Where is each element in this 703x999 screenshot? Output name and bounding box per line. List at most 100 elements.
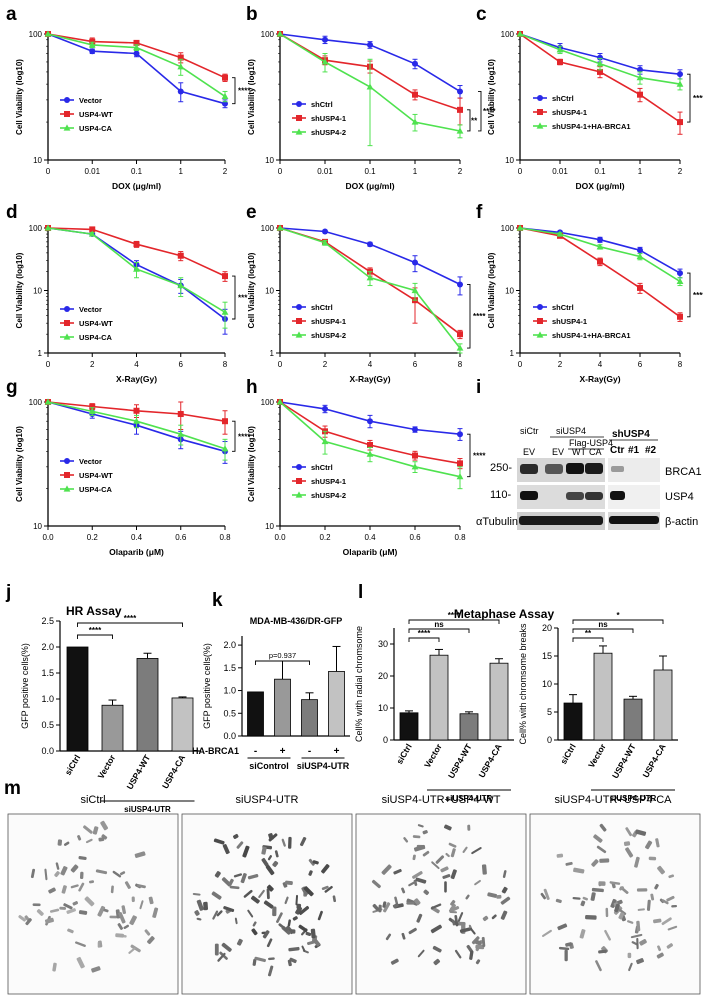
chromosome-mark	[196, 917, 202, 921]
x-tick-label: 8	[223, 360, 228, 369]
chromosome-mark	[152, 907, 159, 918]
significance-label: ****	[473, 451, 486, 460]
data-point-marker	[63, 485, 71, 492]
chromosome-mark	[454, 949, 462, 959]
data-point-marker	[637, 284, 643, 291]
metaphase-images-panel: siCtrl siUSP4-UTR siUSP4-UTR+USP4-WT siU…	[7, 794, 701, 995]
chromosome-mark	[75, 941, 86, 947]
chromosome-mark	[413, 898, 421, 906]
x-tick-label: 2	[90, 360, 95, 369]
y-axis-label: Cell Viability (log10)	[247, 59, 256, 135]
data-point-marker	[366, 83, 374, 90]
chromosome-mark	[491, 914, 497, 920]
chromosome-mark	[268, 833, 278, 842]
chromosome-mark	[671, 904, 678, 908]
chromosome-mark	[59, 906, 67, 910]
data-point-marker	[63, 124, 71, 131]
chromosome-mark	[657, 945, 662, 952]
chromosome-mark	[78, 910, 88, 915]
chromosome-mark	[481, 864, 487, 875]
bar	[653, 669, 673, 741]
chromosome-mark	[112, 870, 122, 878]
y-tick-label: 0.5	[223, 708, 236, 718]
data-point-marker	[676, 80, 684, 87]
data-point-marker	[295, 331, 303, 338]
chromosome-mark	[211, 891, 222, 900]
chromosome-mark	[247, 873, 259, 880]
chromosome-mark	[655, 838, 660, 848]
x-tick-label: 0.6	[409, 533, 421, 542]
x-tick-label: 2	[458, 167, 463, 176]
chromosome-mark	[565, 861, 573, 866]
chromosome-mark	[252, 958, 257, 966]
data-point-marker	[89, 48, 96, 55]
chromosome-mark	[423, 889, 430, 896]
chromosome-mark	[636, 937, 639, 950]
y-tick-label: 0.0	[41, 746, 54, 756]
chromosome-mark	[435, 855, 445, 864]
data-point-marker	[133, 265, 140, 272]
legend-label: USP4-CA	[79, 124, 113, 133]
y-tick-label: 20	[542, 623, 552, 633]
y-axis-label: GFP positive cells(%)	[202, 643, 212, 729]
blot-lane-label: CA	[589, 447, 602, 457]
bar	[429, 654, 449, 741]
chromosome-mark	[18, 915, 27, 922]
bar	[489, 662, 509, 741]
data-point-marker	[89, 403, 96, 410]
data-point-marker	[44, 224, 52, 231]
panel-letter-e: e	[246, 202, 257, 223]
blot-band	[585, 463, 603, 474]
data-point-marker	[637, 247, 643, 254]
chart-e-xray-shusp4: 1 10 100 0 2 4 6 8 X-Ray(Gy) Cell Viability (log1…	[247, 224, 486, 384]
chromosome-mark	[216, 910, 223, 917]
chromosome-mark	[430, 924, 442, 934]
y-tick-label: 10	[505, 156, 514, 165]
y-tick-label: 100	[261, 398, 275, 407]
data-point-marker	[89, 226, 96, 233]
data-point-marker	[322, 36, 328, 43]
chromosome-mark	[656, 952, 664, 959]
significance-bracket	[572, 637, 604, 642]
chromosome-mark	[465, 894, 470, 900]
data-point-marker	[366, 274, 374, 281]
chromosome-mark	[272, 906, 277, 917]
chromosome-mark	[115, 933, 125, 938]
category-label: USP4-WT	[610, 741, 638, 780]
y-tick-label: 1	[38, 349, 43, 358]
y-axis-label: Cell Viability (log10)	[247, 252, 256, 328]
chromosome-mark	[121, 905, 126, 915]
data-point-marker	[677, 313, 683, 320]
data-point-marker	[457, 88, 463, 95]
bar	[136, 658, 159, 752]
significance-bracket	[255, 660, 310, 665]
chromosome-mark	[412, 835, 421, 839]
y-tick-label: 0	[547, 735, 552, 745]
category-label: siCtrl	[394, 742, 414, 766]
y-axis-label: Cell Viability (log10)	[15, 59, 24, 135]
x-tick-label: 6	[413, 360, 418, 369]
chromosome-mark	[631, 941, 638, 946]
metaphase-title: siUSP4-UTR	[236, 794, 299, 806]
legend-label: shCtrl	[311, 100, 333, 109]
data-point-marker	[367, 241, 373, 248]
chromosome-mark	[36, 909, 44, 916]
data-point-marker	[411, 463, 419, 470]
chromosome-mark	[412, 871, 423, 879]
data-point-marker	[536, 331, 544, 338]
y-axis-label: Cell Viability (log10)	[15, 252, 24, 328]
data-point-marker	[367, 418, 373, 425]
chart-l-chromosome-breaks: 0 5 10 15 20 Cell% with chromsome breaks siCtr…	[518, 611, 678, 803]
data-point-marker	[322, 228, 328, 235]
chromosome-mark	[618, 912, 625, 920]
y-tick-label: 100	[501, 224, 515, 233]
chromosome-mark	[372, 903, 380, 911]
significance-bracket	[232, 77, 236, 105]
data-point-marker	[537, 318, 543, 324]
chromosome-mark	[666, 895, 675, 902]
significance-bracket	[232, 420, 236, 452]
chromosome-mark	[214, 943, 219, 956]
chromosome-mark	[648, 856, 657, 861]
legend-label: Vector	[79, 457, 102, 466]
chromosome-mark	[317, 910, 323, 921]
